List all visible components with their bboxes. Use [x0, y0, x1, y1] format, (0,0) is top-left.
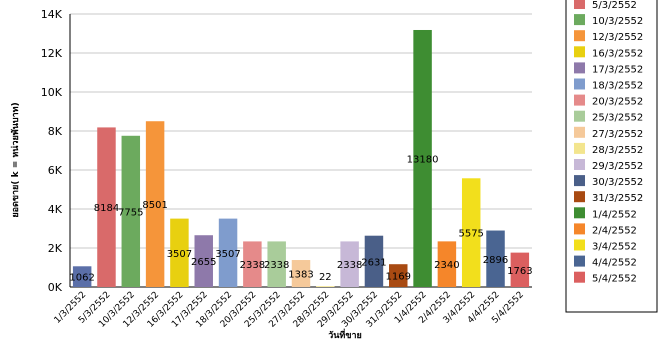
legend-swatch [574, 110, 585, 122]
bar [267, 241, 286, 287]
data-label: 2655 [191, 257, 216, 268]
data-label: 3507 [215, 249, 240, 260]
data-label: 3507 [167, 249, 192, 260]
legend-swatch [574, 142, 585, 154]
legend-swatch [574, 207, 585, 219]
data-label: 1062 [69, 273, 94, 284]
bar [486, 230, 505, 287]
data-label: 7755 [118, 207, 143, 218]
bar [316, 286, 335, 287]
data-label: 8501 [142, 200, 167, 211]
y-tick-label: 12K [41, 47, 63, 60]
data-label: 2340 [434, 260, 459, 271]
data-label: 2631 [361, 257, 386, 268]
y-axis-title: ยอดขาย( k = หน่วยพันบาท) [10, 102, 21, 217]
bar [461, 178, 481, 287]
bar [413, 29, 432, 288]
legend-swatch [574, 223, 585, 235]
legend-label: 28/3/2552 [592, 145, 643, 156]
legend-swatch [574, 126, 585, 138]
legend-swatch [574, 14, 585, 26]
data-label: 22 [319, 272, 332, 283]
x-axis-title: วันที่ขาย [328, 328, 362, 341]
legend-swatch [574, 191, 585, 203]
legend-label: 29/3/2552 [592, 161, 643, 172]
legend: 1/3/25525/3/255210/3/255212/3/255216/3/2… [565, 0, 658, 313]
bar [437, 241, 457, 287]
bar [243, 241, 262, 287]
bar [389, 264, 408, 287]
bar [97, 127, 116, 287]
legend-swatch [574, 239, 585, 251]
legend-label: 5/3/2552 [592, 0, 637, 11]
data-label: 13180 [407, 154, 439, 165]
legend-label: 17/3/2552 [592, 64, 643, 75]
y-tick-label: 8K [48, 125, 63, 138]
data-label: 2338 [240, 260, 265, 271]
y-tick-label: 14K [41, 8, 63, 21]
data-label: 1383 [288, 270, 313, 281]
legend-swatch [574, 94, 585, 106]
data-label: 2896 [483, 255, 508, 266]
legend-label: 2/4/2552 [592, 225, 637, 236]
y-tick-label: 6K [48, 164, 63, 177]
y-tick-label: 2K [48, 242, 63, 255]
bar [291, 260, 311, 287]
y-tick-label: 0K [48, 281, 63, 294]
bar [510, 252, 530, 287]
legend-label: 16/3/2552 [592, 48, 643, 59]
data-label: 2338 [264, 260, 289, 271]
legend-swatch [574, 159, 585, 170]
y-tick-label: 10K [41, 86, 63, 99]
data-label: 5575 [458, 229, 483, 240]
legend-swatch [574, 175, 585, 187]
legend-label: 18/3/2552 [592, 81, 643, 92]
legend-swatch [574, 30, 585, 42]
bar [340, 241, 359, 287]
bar [218, 218, 238, 287]
legend-swatch [574, 255, 585, 267]
legend-label: 1/4/2552 [592, 209, 637, 220]
legend-label: 27/3/2552 [592, 129, 643, 140]
legend-label: 25/3/2552 [592, 113, 643, 124]
legend-swatch [574, 78, 585, 90]
bar [72, 266, 92, 287]
data-label: 1169 [386, 272, 411, 283]
legend-swatch [574, 62, 585, 74]
legend-label: 5/4/2552 [592, 274, 637, 285]
legend-label: 30/3/2552 [592, 177, 643, 188]
data-label: 8184 [94, 203, 119, 214]
legend-label: 3/4/2552 [592, 242, 637, 253]
data-labels: 1062818477558501350726553507233823381383… [69, 154, 532, 283]
legend-swatch [574, 271, 585, 283]
legend-label: 4/4/2552 [592, 258, 637, 269]
bar [364, 235, 384, 287]
legend-label: 31/3/2552 [592, 193, 643, 204]
bars [72, 29, 530, 288]
legend-label: 10/3/2552 [592, 16, 643, 27]
x-tick-labels: 1/3/25525/3/255210/3/255212/3/255216/3/2… [53, 290, 526, 330]
legend-label: 20/3/2552 [592, 97, 643, 108]
legend-swatch [574, 0, 585, 9]
bar [145, 121, 165, 287]
legend-label: 12/3/2552 [592, 32, 643, 43]
bar [170, 218, 189, 287]
legend-swatch [574, 46, 585, 58]
y-tick-labels: 0K 2K 4K 6K 8K 10K 12K 14K [41, 8, 63, 294]
data-label: 2338 [337, 260, 362, 271]
y-tick-label: 4K [48, 203, 63, 216]
data-label: 1763 [507, 266, 532, 277]
bar [194, 235, 213, 287]
bar [121, 135, 141, 287]
